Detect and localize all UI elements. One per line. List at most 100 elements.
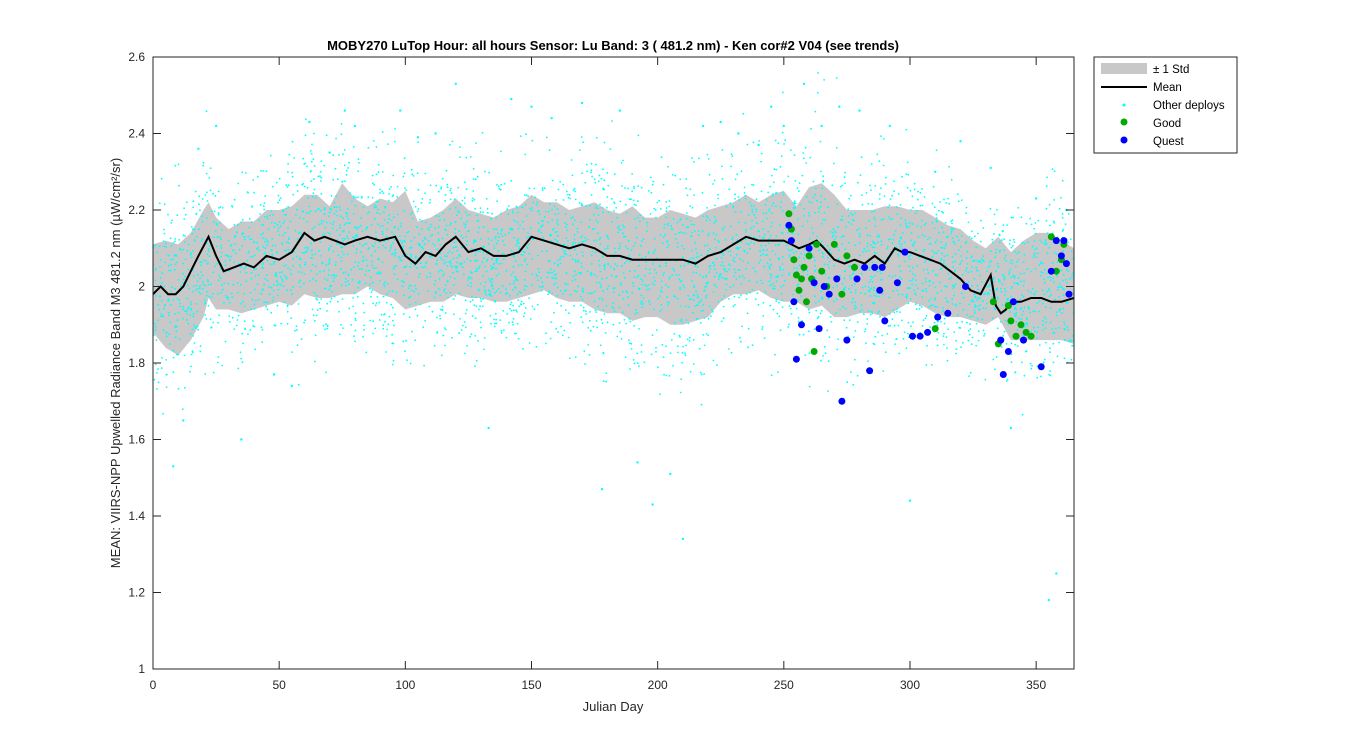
other-deploys-point bbox=[278, 283, 280, 285]
other-deploys-point bbox=[464, 352, 466, 355]
other-deploys-point bbox=[241, 361, 244, 364]
other-deploys-point bbox=[837, 338, 840, 340]
other-deploys-point bbox=[937, 250, 939, 252]
other-deploys-point bbox=[1003, 238, 1005, 241]
other-deploys-point bbox=[648, 268, 651, 271]
other-deploys-point bbox=[301, 183, 303, 186]
other-deploys-point bbox=[741, 325, 743, 328]
other-deploys-point bbox=[882, 138, 885, 140]
other-deploys-point bbox=[334, 264, 337, 266]
other-deploys-point bbox=[450, 222, 452, 225]
other-deploys-point bbox=[1043, 358, 1046, 361]
other-deploys-point bbox=[306, 246, 309, 249]
other-deploys-point bbox=[873, 216, 875, 219]
other-deploys-point bbox=[742, 260, 744, 262]
other-deploys-point bbox=[276, 284, 279, 287]
other-deploys-point bbox=[401, 241, 404, 243]
other-deploys-point bbox=[577, 242, 580, 245]
other-deploys-point bbox=[466, 214, 469, 217]
other-deploys-point bbox=[343, 229, 345, 232]
other-deploys-point bbox=[929, 326, 931, 328]
other-deploys-point bbox=[817, 72, 819, 74]
other-deploys-point bbox=[812, 180, 815, 183]
other-deploys-point bbox=[500, 183, 502, 186]
other-deploys-point bbox=[205, 191, 208, 194]
other-deploys-point bbox=[405, 189, 408, 192]
other-deploys-point bbox=[647, 284, 650, 286]
quest-point bbox=[790, 298, 798, 306]
other-deploys-point bbox=[332, 178, 335, 181]
other-deploys-point bbox=[565, 253, 568, 256]
other-deploys-point bbox=[569, 321, 572, 324]
good-point bbox=[795, 286, 803, 294]
other-deploys-point bbox=[414, 308, 417, 311]
other-deploys-point bbox=[712, 232, 715, 235]
other-deploys-point bbox=[1026, 268, 1029, 271]
other-deploys-point bbox=[720, 320, 723, 323]
other-deploys-point bbox=[907, 321, 910, 324]
other-deploys-point bbox=[1058, 207, 1061, 210]
other-deploys-point bbox=[775, 298, 778, 301]
other-deploys-point bbox=[753, 236, 756, 239]
other-deploys-point bbox=[592, 325, 595, 328]
other-deploys-point bbox=[1005, 301, 1007, 304]
other-deploys-point bbox=[410, 168, 413, 171]
other-deploys-point bbox=[476, 270, 479, 272]
other-deploys-point bbox=[665, 345, 667, 348]
other-deploys-point bbox=[497, 232, 499, 235]
other-deploys-point bbox=[1016, 345, 1019, 347]
other-deploys-point bbox=[931, 249, 934, 252]
other-deploys-point bbox=[304, 134, 307, 137]
other-deploys-point bbox=[804, 146, 807, 149]
quest-point bbox=[934, 313, 942, 321]
other-deploys-point bbox=[1005, 259, 1007, 262]
other-deploys-point bbox=[943, 198, 945, 201]
other-deploys-point bbox=[524, 285, 526, 287]
other-deploys-point bbox=[843, 277, 846, 280]
x-tick-label: 150 bbox=[521, 678, 541, 692]
other-deploys-point bbox=[638, 287, 641, 290]
other-deploys-point bbox=[692, 271, 694, 274]
other-deploys-point bbox=[333, 277, 336, 279]
other-deploys-point bbox=[313, 178, 315, 181]
other-deploys-point bbox=[876, 270, 879, 273]
other-deploys-point bbox=[291, 293, 293, 296]
other-deploys-point bbox=[271, 244, 274, 247]
other-deploys-point bbox=[603, 188, 606, 191]
other-deploys-point bbox=[319, 170, 322, 173]
other-deploys-point bbox=[376, 272, 378, 275]
other-deploys-point bbox=[775, 205, 777, 208]
other-deploys-point bbox=[858, 254, 861, 257]
other-deploys-point bbox=[854, 244, 856, 247]
other-deploys-point bbox=[977, 330, 980, 333]
other-deploys-point bbox=[664, 283, 667, 286]
other-deploys-point bbox=[220, 229, 223, 231]
other-deploys-point bbox=[796, 187, 799, 190]
other-deploys-point bbox=[517, 337, 520, 340]
other-deploys-point bbox=[391, 231, 393, 234]
other-deploys-point bbox=[1033, 292, 1035, 295]
other-deploys-point bbox=[897, 253, 899, 256]
other-deploys-point bbox=[179, 305, 181, 308]
other-deploys-point bbox=[723, 277, 726, 280]
other-deploys-point bbox=[870, 287, 873, 290]
other-deploys-point bbox=[562, 243, 565, 246]
other-deploys-point bbox=[727, 298, 730, 300]
other-deploys-point bbox=[740, 282, 743, 285]
other-deploys-point bbox=[957, 200, 960, 203]
other-deploys-point bbox=[1015, 308, 1018, 311]
other-deploys-point bbox=[573, 219, 576, 222]
other-deploys-point bbox=[618, 247, 621, 250]
other-deploys-point bbox=[735, 234, 738, 236]
other-deploys-point bbox=[206, 253, 209, 256]
other-deploys-point bbox=[491, 258, 493, 261]
other-deploys-point bbox=[365, 351, 368, 354]
other-deploys-point bbox=[626, 291, 629, 294]
other-deploys-point bbox=[427, 227, 429, 230]
other-deploys-point bbox=[939, 201, 942, 203]
other-deploys-point bbox=[679, 265, 682, 268]
other-deploys-point bbox=[352, 212, 355, 215]
other-deploys-point bbox=[1063, 321, 1065, 323]
other-deploys-point bbox=[450, 262, 452, 265]
other-deploys-point bbox=[766, 249, 769, 251]
